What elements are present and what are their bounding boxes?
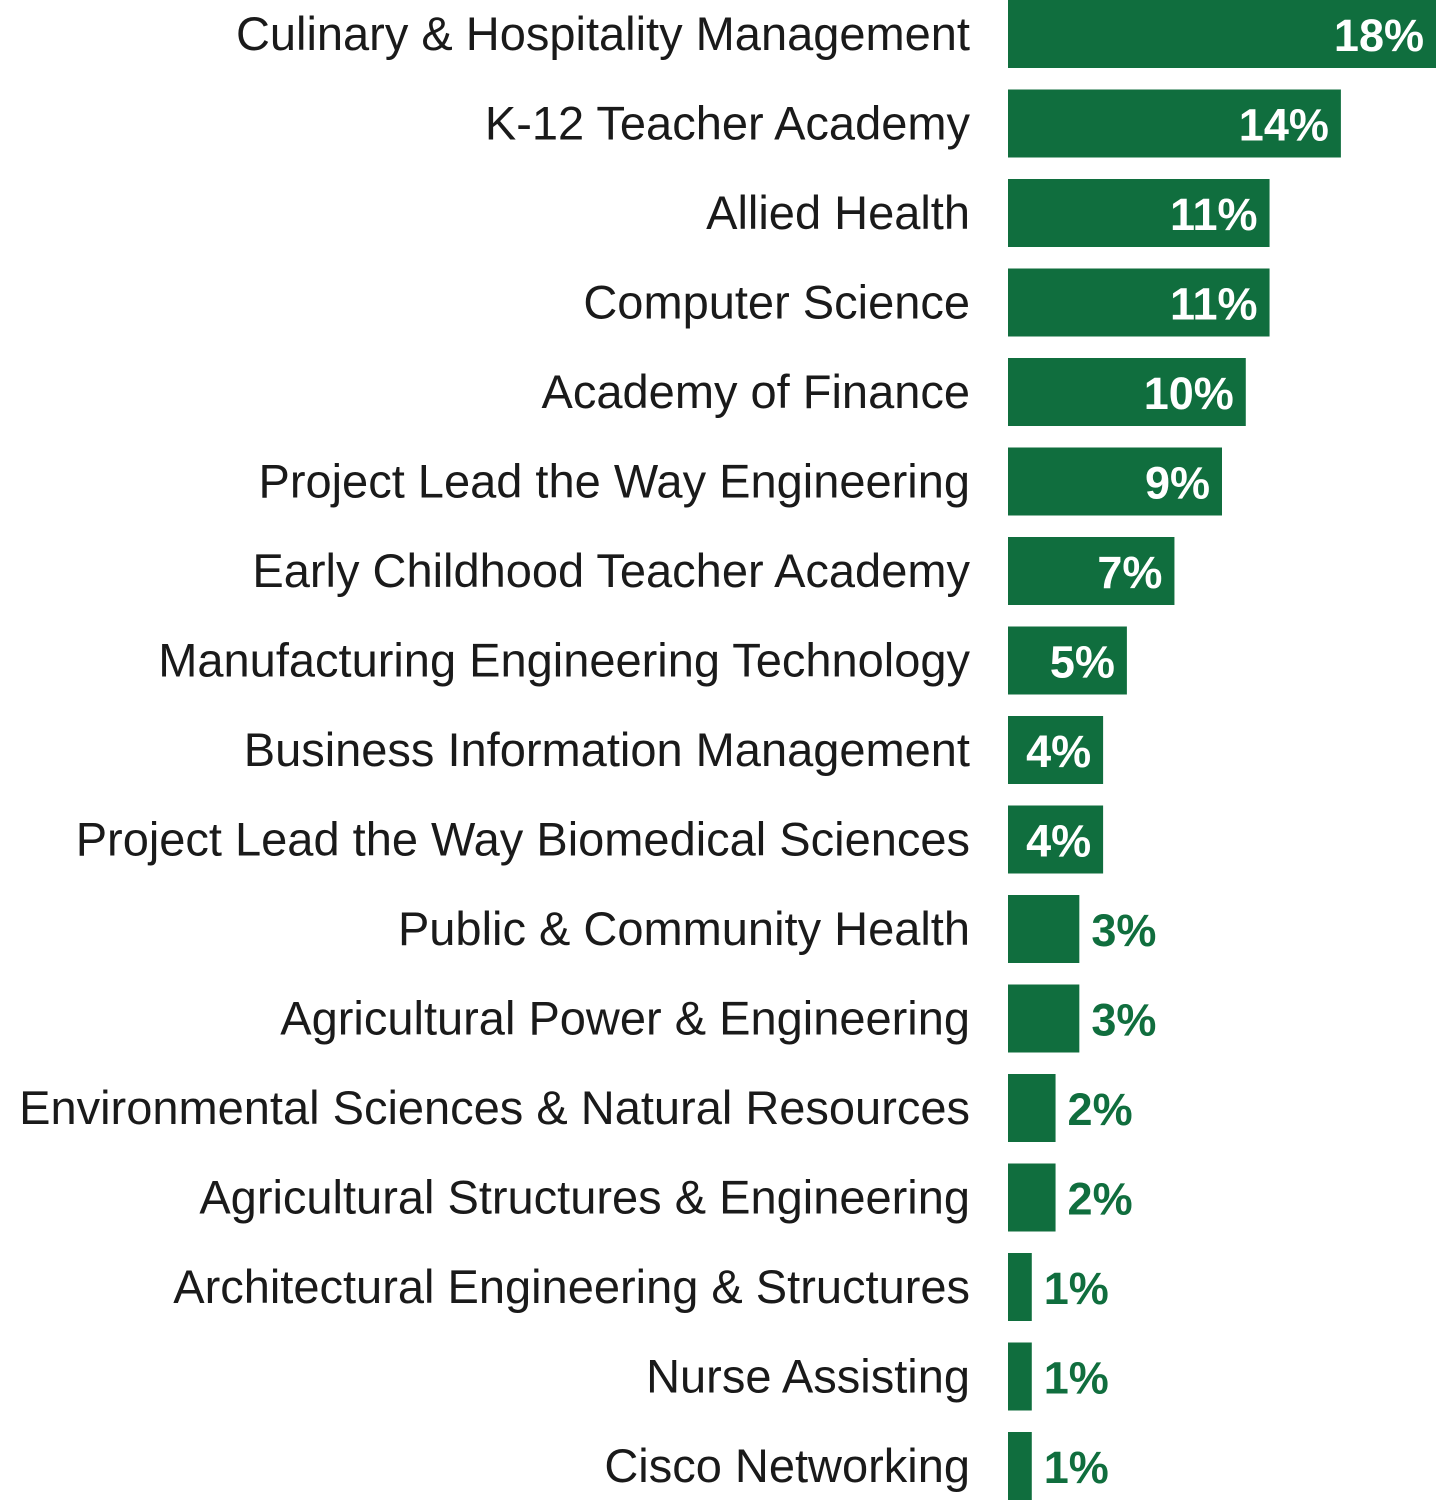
category-label: K-12 Teacher Academy [485,97,971,150]
category-label: Architectural Engineering & Structures [173,1260,970,1313]
value-label: 1% [1044,1442,1109,1493]
value-label: 2% [1068,1084,1133,1135]
value-label: 11% [1170,189,1258,240]
bar [1008,1342,1032,1411]
bar [1008,895,1080,963]
category-label: Academy of Finance [542,365,970,418]
category-label: Agricultural Power & Engineering [280,992,970,1045]
value-label: 7% [1097,547,1162,598]
category-label: Environmental Sciences & Natural Resourc… [19,1081,970,1134]
category-label: Agricultural Structures & Engineering [199,1171,970,1224]
category-label: Cisco Networking [604,1439,970,1492]
category-label: Computer Science [583,276,970,329]
value-label: 4% [1026,816,1091,867]
category-label: Manufacturing Engineering Technology [158,634,970,687]
value-label: 3% [1091,905,1156,956]
bar [1008,447,1222,516]
category-label: Allied Health [706,186,970,239]
value-label: 3% [1091,995,1156,1046]
value-label: 2% [1068,1174,1133,1225]
bar [1008,1163,1056,1232]
category-label: Project Lead the Way Engineering [258,455,970,508]
category-label: Culinary & Hospitality Management [236,7,970,60]
bar [1008,179,1270,247]
bar [1008,0,1436,68]
value-label: 4% [1026,726,1091,777]
value-label: 9% [1145,458,1210,509]
category-label: Early Childhood Teacher Academy [252,544,970,597]
bar [1008,89,1341,158]
bar [1008,626,1127,695]
bar [1008,1432,1032,1500]
value-label: 11% [1170,279,1258,330]
value-label: 5% [1050,637,1115,688]
value-label: 1% [1044,1263,1109,1314]
bar [1008,984,1080,1053]
bar [1008,1253,1032,1321]
bar [1008,537,1175,605]
category-label: Business Information Management [244,723,970,776]
category-label: Nurse Assisting [646,1350,970,1403]
category-label: Project Lead the Way Biomedical Sciences [76,813,970,866]
value-label: 18% [1334,10,1424,61]
bar [1008,805,1104,874]
value-label: 10% [1144,368,1234,419]
bar [1008,358,1246,426]
value-label: 1% [1044,1353,1109,1404]
value-label: 14% [1239,100,1329,151]
bar [1008,268,1270,337]
category-label: Public & Community Health [398,902,970,955]
bars-layer: Culinary & Hospitality Management 18% K-12… [19,0,1436,1500]
bar [1008,716,1104,784]
bar [1008,1074,1056,1142]
